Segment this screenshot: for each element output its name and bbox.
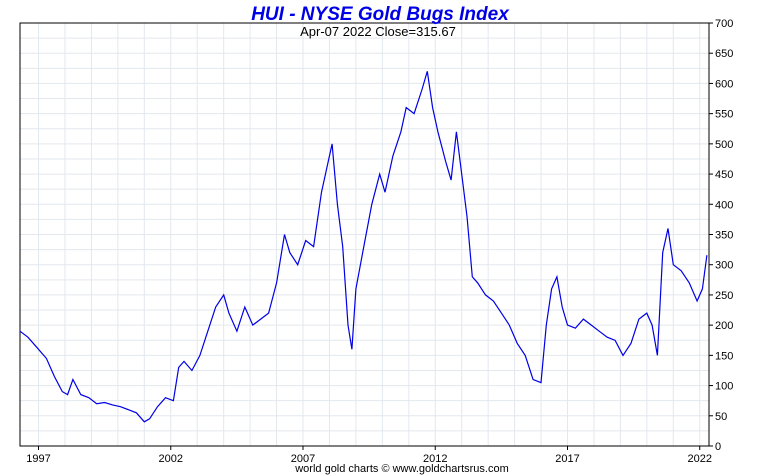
chart-footer: world gold charts © www.goldchartsrus.co… (294, 463, 509, 475)
y-tick-label: 650 (715, 48, 733, 60)
y-tick-label: 600 (715, 78, 733, 90)
x-tick-label: 1997 (26, 453, 50, 465)
y-tick-label: 700 (715, 18, 733, 30)
x-tick-label: 2007 (291, 453, 315, 465)
y-axis: 0 50 100 150 200 250 300 350 400 450 500 550 600 650 7… (709, 18, 733, 453)
series-line-hui (19, 71, 708, 423)
x-tick-label: 2012 (423, 453, 447, 465)
y-tick-label: 400 (715, 199, 733, 211)
x-tick-label: 2022 (688, 453, 712, 465)
y-tick-label: 0 (715, 441, 721, 453)
x-tick-label: 2002 (159, 453, 183, 465)
x-axis: 1997 2002 2007 2012 2017 2022 (26, 446, 712, 465)
y-tick-label: 100 (715, 381, 733, 393)
y-tick-label: 500 (715, 139, 733, 151)
y-tick-label: 150 (715, 350, 733, 362)
y-tick-label: 450 (715, 169, 733, 181)
y-tick-label: 550 (715, 109, 733, 121)
y-tick-label: 300 (715, 260, 733, 272)
y-tick-label: 50 (715, 411, 727, 423)
x-tick-label: 2017 (555, 453, 579, 465)
chart-subtitle: Apr-07 2022 Close=315.67 (300, 24, 456, 39)
y-tick-label: 250 (715, 290, 733, 302)
y-tick-label: 350 (715, 230, 733, 242)
chart-title: HUI - NYSE Gold Bugs Index (251, 4, 510, 25)
gridlines (20, 22, 709, 447)
y-tick-label: 200 (715, 320, 733, 332)
